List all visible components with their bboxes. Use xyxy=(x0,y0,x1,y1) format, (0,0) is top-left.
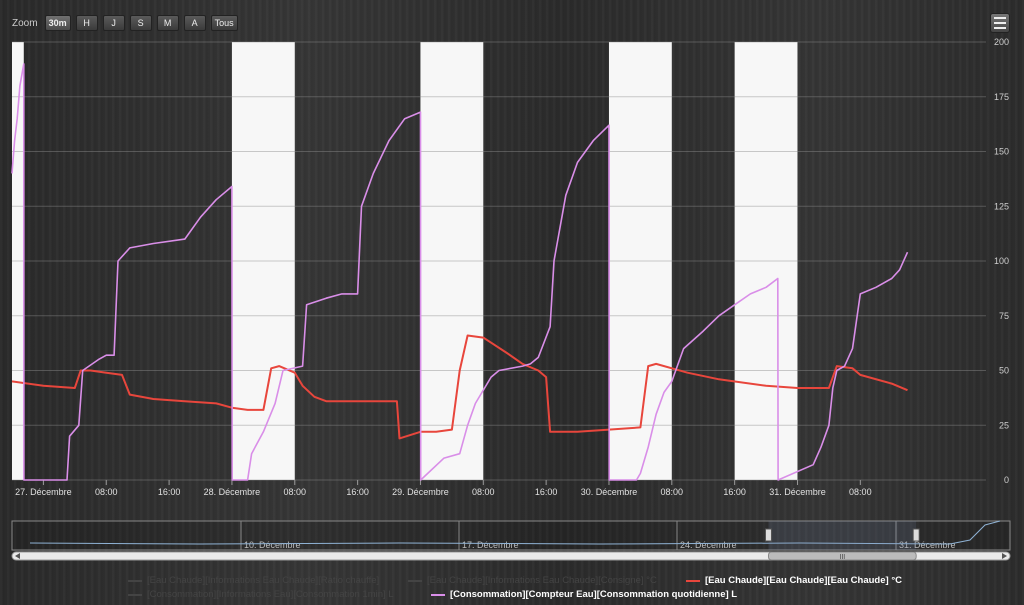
navigator-series xyxy=(29,520,1001,545)
x-tick-label: 16:00 xyxy=(346,487,369,497)
zoom-button-hour[interactable]: H xyxy=(75,15,98,31)
legend-swatch xyxy=(408,579,422,582)
x-tick-label: 16:00 xyxy=(535,487,558,497)
y-tick-label: 200 xyxy=(994,37,1009,47)
legend-label: [Consommation][Compteur Eau][Consommatio… xyxy=(450,589,738,600)
y-tick-label: 175 xyxy=(994,92,1009,102)
zoom-button-year[interactable]: A xyxy=(183,15,206,31)
navigator: 10. Décembre 17. Décembre 24. Décembre 31. … xyxy=(11,520,1011,551)
scrollbar: III xyxy=(11,551,1011,561)
chart: 0 25 50 75 100 125 150 175 200 27. Décembre 08:00 1… xyxy=(11,37,1011,561)
x-tick-label: 08:00 xyxy=(472,487,495,497)
legend-label: [Eau Chaude][Informations Eau Chaude][Co… xyxy=(427,575,657,586)
x-tick-label: 08:00 xyxy=(661,487,684,497)
hamburger-menu-icon[interactable] xyxy=(990,13,1010,33)
y-tick-label: 125 xyxy=(994,201,1009,211)
x-tick-label: 16:00 xyxy=(158,487,181,497)
x-tick-label: 08:00 xyxy=(95,487,118,497)
legend-item-eau-chaude[interactable]: [Eau Chaude][Eau Chaude][Eau Chaude] °C xyxy=(686,575,902,586)
legend-swatch xyxy=(128,579,142,582)
plot-band xyxy=(12,42,24,480)
legend-item-consommation-1min[interactable]: [Consommation][Informations Eau][Consomm… xyxy=(128,589,394,600)
navigator-tick-label: 31. Décembre xyxy=(899,540,956,550)
navigator-tick-label: 24. Décembre xyxy=(680,540,737,550)
legend: [Eau Chaude][Informations Eau Chaude][Ra… xyxy=(0,570,1024,605)
legend-swatch xyxy=(128,593,142,596)
navigator-tick-label: 17. Décembre xyxy=(462,540,519,550)
legend-label: [Consommation][Informations Eau][Consomm… xyxy=(147,589,394,600)
x-tick-label: 28. Décembre xyxy=(204,487,261,497)
series-consommation-quotidienne xyxy=(11,63,909,481)
legend-label: [Eau Chaude][Eau Chaude][Eau Chaude] °C xyxy=(705,575,902,586)
zoom-button-month[interactable]: M xyxy=(156,15,179,31)
legend-item-ratio-chauffe[interactable]: [Eau Chaude][Informations Eau Chaude][Ra… xyxy=(128,575,379,586)
x-tick-label: 27. Décembre xyxy=(15,487,72,497)
navigator-selection xyxy=(768,521,917,550)
y-tick-label: 25 xyxy=(999,420,1009,430)
zoom-button-week[interactable]: S xyxy=(129,15,152,31)
zoom-label: Zoom xyxy=(12,17,38,29)
scroll-left-arrow-icon[interactable] xyxy=(15,553,20,559)
plot-bands xyxy=(12,42,798,480)
navigator-handle[interactable] xyxy=(912,528,920,542)
navigator-tick-label: 10. Décembre xyxy=(244,540,301,550)
scrollbar-track xyxy=(11,551,1011,561)
zoom-button-30m[interactable]: 30m xyxy=(44,15,71,31)
plot-band xyxy=(608,42,672,480)
x-axis: 27. Décembre 08:00 16:00 28. Décembre 08:00 1… xyxy=(15,480,872,497)
x-tick-label: 31. Décembre xyxy=(769,487,826,497)
y-tick-label: 150 xyxy=(994,147,1009,157)
scrollbar-thumb[interactable] xyxy=(767,551,917,561)
legend-label: [Eau Chaude][Informations Eau Chaude][Ra… xyxy=(147,575,380,586)
navigator-handle[interactable] xyxy=(764,528,772,542)
x-tick-label: 29. Décembre xyxy=(392,487,449,497)
y-tick-label: 50 xyxy=(999,366,1009,376)
plot-band xyxy=(420,42,484,480)
x-tick-label: 30. Décembre xyxy=(581,487,638,497)
legend-item-consommation-quotidienne[interactable]: [Consommation][Compteur Eau][Consommatio… xyxy=(431,589,737,600)
scrollbar-grip: III xyxy=(839,554,845,561)
series-line xyxy=(11,63,909,481)
plot-band xyxy=(734,42,798,480)
scroll-right-arrow-icon[interactable] xyxy=(1002,553,1007,559)
navigator-frame xyxy=(11,520,1011,551)
zoom-button-all[interactable]: Tous xyxy=(210,15,238,31)
zoom-button-day[interactable]: J xyxy=(102,15,125,31)
zoom-bar: Zoom 30m H J S M A Tous xyxy=(12,14,238,32)
legend-swatch xyxy=(431,593,445,596)
x-tick-label: 08:00 xyxy=(284,487,307,497)
y-grid: 0 25 50 75 100 125 150 175 200 xyxy=(12,37,1009,485)
legend-item-consigne[interactable]: [Eau Chaude][Informations Eau Chaude][Co… xyxy=(408,575,657,586)
x-tick-label: 16:00 xyxy=(723,487,746,497)
y-tick-label: 0 xyxy=(1004,475,1009,485)
y-tick-label: 75 xyxy=(999,311,1009,321)
y-tick-label: 100 xyxy=(994,256,1009,266)
series-line xyxy=(11,334,908,440)
legend-swatch xyxy=(686,579,700,582)
x-tick-label: 08:00 xyxy=(849,487,872,497)
